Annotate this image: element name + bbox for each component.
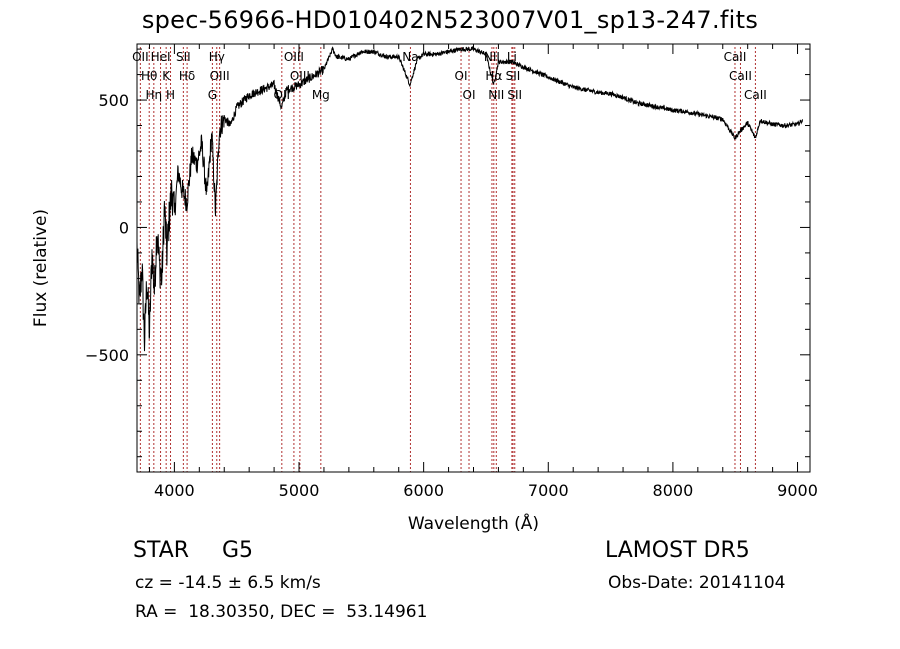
line-label: H <box>166 88 175 102</box>
line-label: Mg <box>312 88 330 102</box>
line-label: SII <box>507 88 522 102</box>
line-label: Hα <box>485 69 502 83</box>
x-tick-label: 4000 <box>154 481 195 500</box>
line-label: CaII <box>744 88 767 102</box>
line-label: OIII <box>284 50 304 64</box>
line-label: Hδ <box>179 69 195 83</box>
line-label: SII <box>506 69 521 83</box>
line-label: K <box>162 69 171 83</box>
chart-title: spec-56966-HD010402N523007V01_sp13-247.f… <box>141 6 759 34</box>
line-label: HeI <box>151 50 171 64</box>
object-class: STAR <box>133 538 190 563</box>
y-tick-label: 500 <box>98 91 129 110</box>
y-axis: −500 0 500 <box>85 48 810 458</box>
plot-frame <box>136 43 811 473</box>
x-tick-label: 6000 <box>403 481 444 500</box>
line-label: Hγ <box>209 50 225 64</box>
line-label: OI <box>463 88 476 102</box>
x-tick-label: 9000 <box>777 481 818 500</box>
object-subclass: G5 <box>222 538 254 563</box>
x-tick-label: 7000 <box>528 481 569 500</box>
redshift-readout: cz = -14.5 ± 6.5 km/s <box>135 573 321 593</box>
line-label: Hθ <box>141 69 157 83</box>
line-label: Li <box>507 50 517 64</box>
line-labels: OIIHθHηHeIKHSIIHδGHγOIIIOIIOIIIOIIIMgNaO… <box>132 50 767 102</box>
y-axis-label: Flux (relative) <box>31 209 51 327</box>
line-label: Hη <box>146 88 163 102</box>
line-label: NII <box>488 88 504 102</box>
line-label: G <box>208 88 217 102</box>
line-label: OII <box>132 50 149 64</box>
spectrum-line <box>136 46 803 352</box>
y-tick-label: 0 <box>119 218 129 237</box>
survey-name: LAMOST DR5 <box>605 538 750 563</box>
observation-date: Obs-Date: 20141104 <box>608 573 786 593</box>
line-label: OIII <box>210 69 230 83</box>
x-tick-label: 5000 <box>279 481 320 500</box>
coordinates: RA = 18.30350, DEC = 53.14961 <box>135 602 428 622</box>
x-axis: 4000 5000 6000 7000 8000 9000 <box>148 44 818 500</box>
spectrum-series <box>136 46 803 352</box>
line-label: SII <box>176 50 191 64</box>
line-markers <box>139 47 756 472</box>
x-tick-label: 8000 <box>653 481 694 500</box>
line-label: Na <box>402 50 418 64</box>
x-axis-label: Wavelength (Å) <box>408 512 539 534</box>
line-label: OI <box>455 69 468 83</box>
line-label: CaII <box>724 50 747 64</box>
line-label: CaII <box>729 69 752 83</box>
y-tick-label: −500 <box>85 346 129 365</box>
